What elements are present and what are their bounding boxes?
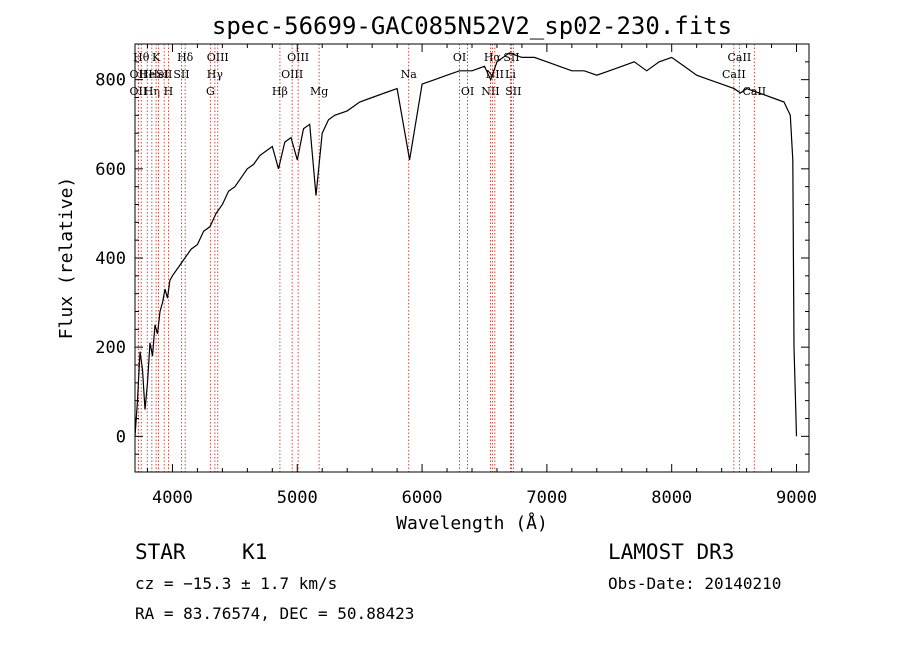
y-tick-label: 800 xyxy=(95,71,126,91)
line-marker-label: Hα xyxy=(484,51,502,64)
line-marker-label: Hδ xyxy=(177,51,194,64)
line-marker-label: OI xyxy=(453,51,466,64)
line-marker-label: CaII xyxy=(728,51,752,64)
x-tick-label: 6000 xyxy=(402,488,443,508)
line-marker-label: Hβ xyxy=(272,85,288,98)
line-marker-label: SII xyxy=(505,85,521,98)
line-marker-label: NII xyxy=(481,85,499,98)
line-marker-label: OI xyxy=(461,85,474,98)
y-tick-label: 600 xyxy=(95,160,126,180)
line-marker-label: Hθ xyxy=(133,51,150,64)
line-marker-label: HeI xyxy=(148,68,168,81)
survey-name: LAMOST DR3 xyxy=(608,540,735,564)
line-marker-label: Hγ xyxy=(207,68,224,81)
line-marker-label: SII xyxy=(173,68,189,81)
object-class: STAR xyxy=(135,540,186,564)
line-marker-label: OIII xyxy=(207,51,229,64)
coordinates-text: RA = 83.76574, DEC = 50.88423 xyxy=(135,604,415,623)
redshift-text: cz = −15.3 ± 1.7 km/s xyxy=(135,574,338,593)
chart-title: spec-56699-GAC085N52V2_sp02-230.fits xyxy=(212,12,732,40)
line-marker-label: OII xyxy=(130,85,148,98)
y-tick-label: 0 xyxy=(116,427,126,447)
x-tick-label: 8000 xyxy=(651,488,692,508)
x-tick-label: 4000 xyxy=(152,488,193,508)
line-marker-label: Hη xyxy=(144,85,160,98)
line-marker-label: SII xyxy=(156,68,172,81)
x-tick-label: 5000 xyxy=(277,488,318,508)
line-marker-label: Na xyxy=(401,68,418,81)
line-marker-label: CaII xyxy=(722,68,746,81)
plot-frame xyxy=(134,43,810,473)
obs-date: Obs-Date: 20140210 xyxy=(608,574,782,593)
line-marker-label: Mg xyxy=(310,85,328,98)
x-tick-label: 7000 xyxy=(526,488,567,508)
object-subclass: K1 xyxy=(242,540,268,564)
y-tick-label: 400 xyxy=(95,249,126,269)
line-marker-label: OIII xyxy=(281,68,303,81)
line-marker-label: He xyxy=(139,68,155,81)
spectrum-line xyxy=(134,52,798,437)
line-marker-label: G xyxy=(206,85,215,98)
line-marker-label: OII xyxy=(130,68,148,81)
line-marker-label: SII xyxy=(503,51,519,64)
y-axis-label: Flux (relative) xyxy=(56,177,77,340)
line-marker-label: K xyxy=(152,51,161,64)
x-axis: 4000 5000 6000 7000 8000 9000 xyxy=(146,44,817,508)
line-marker-label: OIII xyxy=(287,51,309,64)
x-tick-label: 9000 xyxy=(776,488,817,508)
x-axis-label: Wavelength (Å) xyxy=(396,512,548,534)
line-marker-label: H xyxy=(164,85,174,98)
line-marker-label: Li xyxy=(505,68,516,81)
y-axis: 0 200 400 600 800 xyxy=(95,43,809,455)
y-tick-label: 200 xyxy=(95,338,126,358)
